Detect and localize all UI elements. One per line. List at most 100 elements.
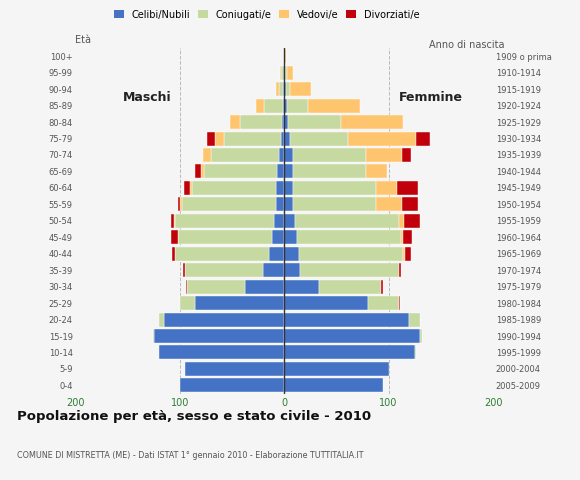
- Bar: [276, 181, 284, 195]
- Legend: Celibi/Nubili, Coniugati/e, Vedovi/e, Divorziati/e: Celibi/Nubili, Coniugati/e, Vedovi/e, Di…: [114, 10, 419, 20]
- Bar: [405, 247, 411, 261]
- Bar: [211, 148, 279, 162]
- Bar: [287, 82, 291, 96]
- Bar: [399, 263, 401, 277]
- Bar: [230, 115, 240, 129]
- Bar: [409, 312, 420, 326]
- Bar: [284, 296, 368, 310]
- Bar: [420, 329, 422, 343]
- Bar: [295, 214, 399, 228]
- Bar: [284, 98, 287, 113]
- Bar: [284, 346, 415, 360]
- Bar: [187, 280, 245, 294]
- Bar: [284, 263, 300, 277]
- Bar: [285, 66, 287, 80]
- Bar: [399, 214, 404, 228]
- Bar: [381, 280, 383, 294]
- Text: Femmine: Femmine: [399, 91, 463, 104]
- Bar: [292, 181, 376, 195]
- Bar: [154, 329, 284, 343]
- Bar: [186, 280, 187, 294]
- Bar: [271, 230, 284, 244]
- Bar: [340, 115, 403, 129]
- Bar: [164, 312, 284, 326]
- Bar: [283, 98, 284, 113]
- Bar: [365, 148, 402, 162]
- Bar: [348, 132, 416, 145]
- Bar: [182, 197, 276, 211]
- Bar: [172, 214, 173, 228]
- Bar: [399, 296, 400, 310]
- Bar: [292, 197, 376, 211]
- Bar: [281, 132, 284, 145]
- Bar: [256, 98, 264, 113]
- Bar: [280, 66, 281, 80]
- Bar: [159, 312, 164, 326]
- Bar: [416, 132, 430, 145]
- Bar: [185, 263, 263, 277]
- Bar: [403, 247, 405, 261]
- Bar: [291, 132, 348, 145]
- Bar: [403, 230, 412, 244]
- Bar: [282, 115, 284, 129]
- Bar: [185, 362, 284, 376]
- Bar: [279, 82, 283, 96]
- Bar: [172, 230, 177, 244]
- Bar: [288, 115, 340, 129]
- Bar: [284, 66, 285, 80]
- Bar: [284, 181, 292, 195]
- Bar: [177, 230, 271, 244]
- Bar: [284, 49, 287, 63]
- Bar: [376, 181, 397, 195]
- Bar: [201, 165, 204, 179]
- Bar: [297, 230, 401, 244]
- Text: Maschi: Maschi: [122, 91, 171, 104]
- Bar: [365, 165, 386, 179]
- Bar: [159, 346, 284, 360]
- Bar: [172, 247, 175, 261]
- Bar: [291, 82, 311, 96]
- Bar: [284, 82, 287, 96]
- Bar: [263, 263, 284, 277]
- Bar: [153, 329, 154, 343]
- Bar: [284, 362, 389, 376]
- Bar: [195, 165, 201, 179]
- Bar: [284, 197, 292, 211]
- Bar: [300, 263, 399, 277]
- Bar: [292, 148, 365, 162]
- Bar: [173, 214, 175, 228]
- Bar: [287, 66, 292, 80]
- Bar: [284, 132, 291, 145]
- Bar: [292, 165, 365, 179]
- Bar: [404, 214, 420, 228]
- Bar: [180, 296, 195, 310]
- Bar: [284, 165, 292, 179]
- Bar: [193, 181, 276, 195]
- Bar: [284, 230, 297, 244]
- Bar: [283, 66, 284, 80]
- Bar: [402, 148, 411, 162]
- Bar: [224, 132, 281, 145]
- Bar: [308, 98, 360, 113]
- Bar: [277, 165, 284, 179]
- Bar: [180, 378, 284, 392]
- Text: Popolazione per età, sesso e stato civile - 2010: Popolazione per età, sesso e stato civil…: [17, 410, 372, 423]
- Bar: [368, 296, 399, 310]
- Bar: [180, 197, 182, 211]
- Text: Anno di nascita: Anno di nascita: [429, 40, 505, 50]
- Bar: [269, 247, 284, 261]
- Bar: [299, 247, 403, 261]
- Bar: [175, 214, 274, 228]
- Bar: [204, 165, 277, 179]
- Bar: [397, 181, 418, 195]
- Bar: [240, 115, 282, 129]
- Bar: [284, 148, 292, 162]
- Bar: [276, 197, 284, 211]
- Bar: [190, 181, 193, 195]
- Bar: [183, 263, 185, 277]
- Bar: [175, 247, 269, 261]
- Bar: [281, 66, 283, 80]
- Bar: [284, 115, 288, 129]
- Bar: [274, 214, 284, 228]
- Bar: [284, 312, 409, 326]
